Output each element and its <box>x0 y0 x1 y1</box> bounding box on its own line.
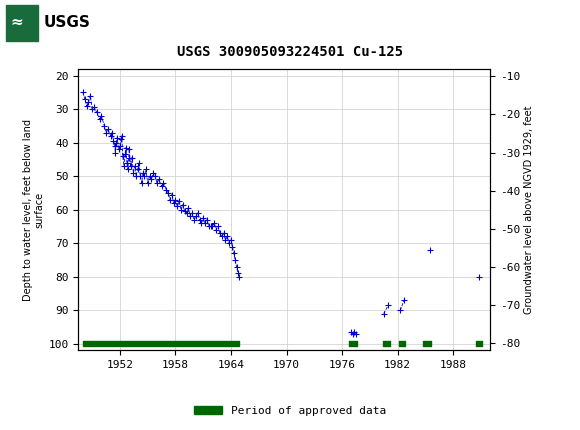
Text: USGS 300905093224501 Cu-125: USGS 300905093224501 Cu-125 <box>177 45 403 59</box>
Legend: Period of approved data: Period of approved data <box>190 401 390 420</box>
Bar <box>6 4 38 41</box>
Y-axis label: Groundwater level above NGVD 1929, feet: Groundwater level above NGVD 1929, feet <box>524 105 534 314</box>
Y-axis label: Depth to water level, feet below land
surface: Depth to water level, feet below land su… <box>23 119 44 301</box>
Text: ≈: ≈ <box>10 15 23 30</box>
Text: USGS: USGS <box>44 15 90 30</box>
Bar <box>6 4 75 41</box>
